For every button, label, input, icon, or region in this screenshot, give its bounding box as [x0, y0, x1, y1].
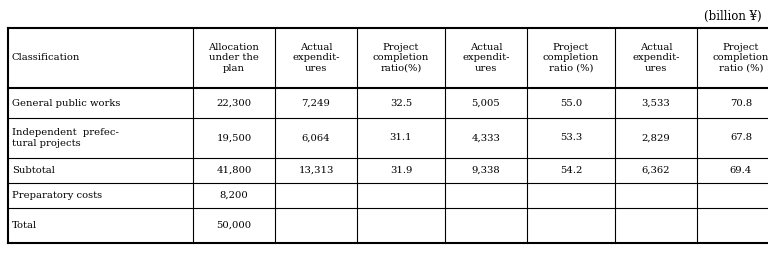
Text: 22,300: 22,300 — [217, 98, 252, 107]
Text: 19,500: 19,500 — [217, 134, 252, 143]
Text: Total: Total — [12, 221, 37, 230]
Text: 32.5: 32.5 — [390, 98, 412, 107]
Text: Preparatory costs: Preparatory costs — [12, 191, 102, 200]
Text: 8,200: 8,200 — [220, 191, 248, 200]
Text: Actual
expendit-
ures: Actual expendit- ures — [462, 43, 510, 73]
Text: 7,249: 7,249 — [302, 98, 330, 107]
Text: 31.1: 31.1 — [389, 134, 412, 143]
Text: 67.8: 67.8 — [730, 134, 752, 143]
Text: 69.4: 69.4 — [730, 166, 752, 175]
Text: Independent  prefec-
tural projects: Independent prefec- tural projects — [12, 128, 119, 148]
Text: 9,338: 9,338 — [472, 166, 501, 175]
Text: 41,800: 41,800 — [217, 166, 252, 175]
Text: Project
completion
ratio (%): Project completion ratio (%) — [713, 43, 768, 73]
Text: 70.8: 70.8 — [730, 98, 752, 107]
Text: Project
completion
ratio(%): Project completion ratio(%) — [372, 43, 429, 73]
Text: 53.3: 53.3 — [560, 134, 582, 143]
Text: 6,064: 6,064 — [302, 134, 330, 143]
Text: 55.0: 55.0 — [560, 98, 582, 107]
Text: 6,362: 6,362 — [642, 166, 670, 175]
Text: Subtotal: Subtotal — [12, 166, 55, 175]
Text: General public works: General public works — [12, 98, 121, 107]
Text: 3,533: 3,533 — [641, 98, 670, 107]
Text: Project
completion
ratio (%): Project completion ratio (%) — [543, 43, 599, 73]
Text: Classification: Classification — [12, 54, 81, 63]
Text: 2,829: 2,829 — [641, 134, 670, 143]
Text: 54.2: 54.2 — [560, 166, 582, 175]
Text: Allocation
under the
plan: Allocation under the plan — [209, 43, 260, 73]
Text: 13,313: 13,313 — [298, 166, 333, 175]
Text: (billion ¥): (billion ¥) — [704, 10, 762, 23]
Text: Actual
expendit-
ures: Actual expendit- ures — [632, 43, 680, 73]
Text: 50,000: 50,000 — [217, 221, 252, 230]
Text: Actual
expendit-
ures: Actual expendit- ures — [293, 43, 339, 73]
Text: 5,005: 5,005 — [472, 98, 501, 107]
Text: 4,333: 4,333 — [472, 134, 501, 143]
Text: 31.9: 31.9 — [390, 166, 412, 175]
